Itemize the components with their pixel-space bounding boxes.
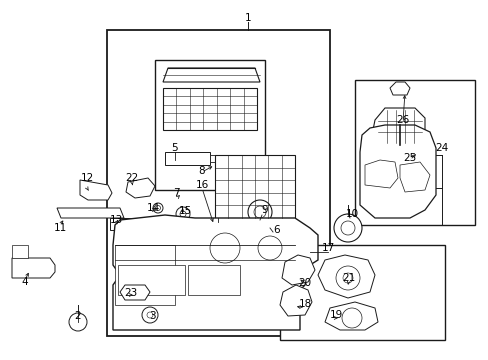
Bar xyxy=(280,245,444,340)
Circle shape xyxy=(142,307,158,323)
Circle shape xyxy=(258,236,282,260)
Text: 13: 13 xyxy=(109,215,122,225)
Bar xyxy=(187,265,240,295)
Circle shape xyxy=(342,273,352,283)
Bar xyxy=(209,155,222,162)
Circle shape xyxy=(209,233,240,263)
Polygon shape xyxy=(389,82,409,95)
Text: 9: 9 xyxy=(261,205,268,215)
Text: 25: 25 xyxy=(403,153,416,163)
Circle shape xyxy=(212,222,224,234)
Text: 1: 1 xyxy=(244,13,251,23)
Polygon shape xyxy=(113,215,317,330)
Text: 19: 19 xyxy=(329,310,342,320)
Circle shape xyxy=(69,313,87,331)
Polygon shape xyxy=(163,68,260,82)
Text: 11: 11 xyxy=(53,223,66,233)
Bar xyxy=(110,218,145,230)
Text: 18: 18 xyxy=(298,299,311,309)
Text: 16: 16 xyxy=(195,180,208,190)
Bar xyxy=(115,245,175,305)
Text: 23: 23 xyxy=(124,288,137,298)
Circle shape xyxy=(147,312,153,318)
Bar xyxy=(107,30,329,336)
Circle shape xyxy=(176,207,190,221)
Polygon shape xyxy=(317,255,374,298)
Bar xyxy=(155,60,264,190)
Polygon shape xyxy=(120,285,150,300)
Text: 17: 17 xyxy=(321,243,334,253)
Text: 22: 22 xyxy=(125,173,138,183)
Text: 24: 24 xyxy=(434,143,447,153)
Bar xyxy=(354,80,474,225)
Text: 14: 14 xyxy=(146,203,159,213)
Polygon shape xyxy=(364,160,397,188)
Bar xyxy=(164,152,209,165)
Polygon shape xyxy=(399,162,429,192)
Circle shape xyxy=(180,211,185,217)
Polygon shape xyxy=(359,125,435,218)
Polygon shape xyxy=(126,178,155,198)
Text: 4: 4 xyxy=(21,277,28,287)
Text: 12: 12 xyxy=(80,173,93,183)
Text: 3: 3 xyxy=(148,311,155,321)
Bar xyxy=(163,88,257,130)
Text: 26: 26 xyxy=(396,115,409,125)
Text: 10: 10 xyxy=(345,209,358,219)
Bar xyxy=(12,245,28,258)
Circle shape xyxy=(340,221,354,235)
Polygon shape xyxy=(371,108,424,145)
Text: 5: 5 xyxy=(171,143,178,153)
Circle shape xyxy=(247,200,271,224)
Polygon shape xyxy=(12,258,55,278)
Polygon shape xyxy=(280,285,311,316)
Polygon shape xyxy=(80,180,112,200)
Polygon shape xyxy=(282,255,314,285)
Circle shape xyxy=(335,266,359,290)
Text: 6: 6 xyxy=(273,225,280,235)
Text: 2: 2 xyxy=(75,311,81,321)
Text: 20: 20 xyxy=(298,278,311,288)
Text: 7: 7 xyxy=(172,188,179,198)
Circle shape xyxy=(253,206,265,218)
Circle shape xyxy=(267,226,271,230)
Circle shape xyxy=(153,203,163,213)
Circle shape xyxy=(341,308,361,328)
Text: 15: 15 xyxy=(178,206,191,216)
Bar xyxy=(118,265,184,295)
Circle shape xyxy=(155,206,160,211)
Polygon shape xyxy=(57,208,124,218)
Polygon shape xyxy=(325,302,377,330)
Text: 8: 8 xyxy=(198,166,205,176)
Text: 21: 21 xyxy=(342,273,355,283)
Bar xyxy=(215,155,294,218)
Circle shape xyxy=(264,223,274,233)
Circle shape xyxy=(333,214,361,242)
